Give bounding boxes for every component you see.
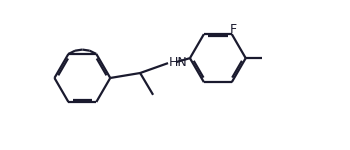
- Text: HN: HN: [169, 56, 188, 69]
- Text: F: F: [230, 23, 237, 36]
